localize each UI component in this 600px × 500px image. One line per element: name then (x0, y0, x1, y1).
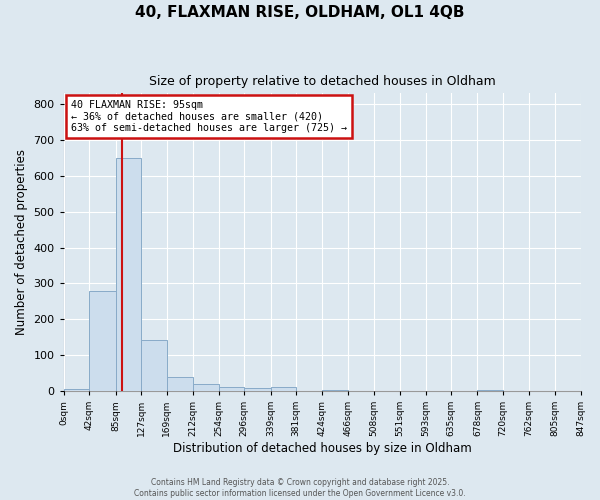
Bar (89, 290, 116, 391)
Bar (244, 388, 271, 391)
Bar (218, 388, 244, 391)
Bar (322, 390, 348, 391)
Bar (271, 388, 296, 391)
Bar (193, 384, 218, 391)
Bar (167, 378, 193, 391)
Bar (64, 389, 89, 391)
X-axis label: Distribution of detached houses by size in Oldham: Distribution of detached houses by size … (173, 442, 472, 455)
Text: 40, FLAXMAN RISE, OLDHAM, OL1 4QB: 40, FLAXMAN RISE, OLDHAM, OL1 4QB (135, 5, 465, 20)
Bar (116, 158, 141, 391)
Bar (478, 390, 503, 391)
Text: Contains HM Land Registry data © Crown copyright and database right 2025.
Contai: Contains HM Land Registry data © Crown c… (134, 478, 466, 498)
Text: 40 FLAXMAN RISE: 95sqm
← 36% of detached houses are smaller (420)
63% of semi-de: 40 FLAXMAN RISE: 95sqm ← 36% of detached… (71, 100, 347, 134)
Bar (141, 340, 167, 391)
Title: Size of property relative to detached houses in Oldham: Size of property relative to detached ho… (149, 75, 496, 88)
Y-axis label: Number of detached properties: Number of detached properties (15, 149, 28, 335)
